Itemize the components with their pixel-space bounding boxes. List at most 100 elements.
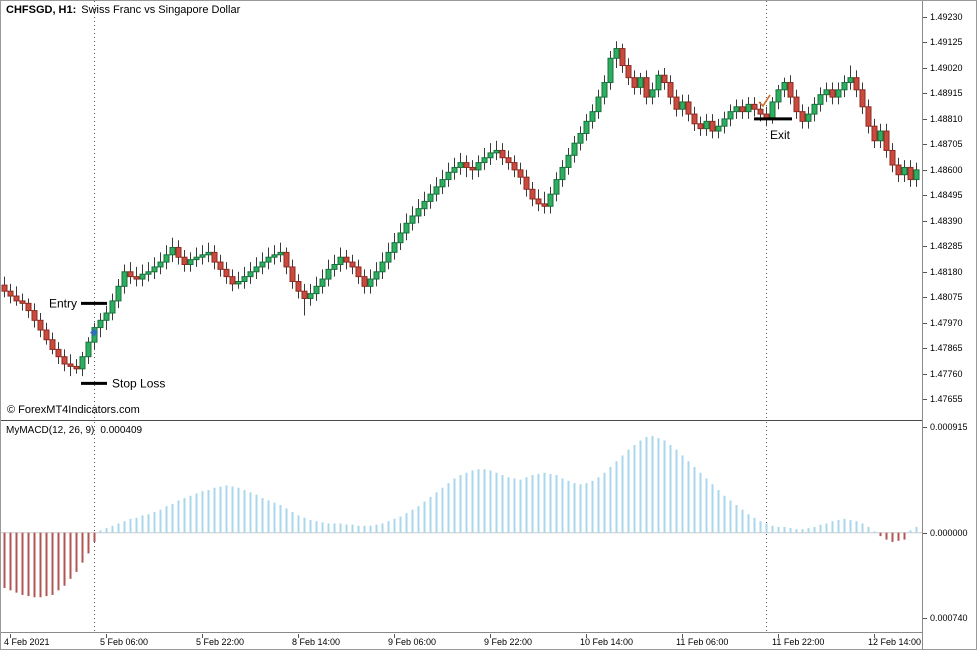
time-axis-label: 10 Feb 14:00 bbox=[580, 637, 634, 647]
price-tick-label: 1.48495 bbox=[930, 190, 963, 201]
price-tick-mark bbox=[923, 118, 927, 120]
candle-body bbox=[421, 200, 428, 210]
candle-body bbox=[391, 242, 398, 253]
macd-tick-label: 0.000915 bbox=[930, 422, 968, 433]
candle-body bbox=[895, 164, 902, 176]
candlestick-chart[interactable]: Entry Stop Loss Exit bbox=[1, 1, 922, 421]
candle-body bbox=[397, 232, 404, 244]
candle-body bbox=[187, 259, 194, 266]
candle-body bbox=[901, 166, 908, 176]
candle-body bbox=[121, 271, 128, 287]
candle-body bbox=[691, 113, 698, 125]
candle-body bbox=[589, 111, 596, 122]
candle-body bbox=[505, 157, 512, 164]
candle-body bbox=[871, 125, 878, 142]
candle-body bbox=[169, 247, 176, 256]
candle-body bbox=[907, 166, 914, 181]
candle-body bbox=[7, 290, 14, 297]
price-tick-mark bbox=[923, 271, 927, 273]
candle-body bbox=[667, 82, 674, 98]
candle-body bbox=[625, 65, 632, 79]
macd-tick-mark bbox=[923, 618, 927, 619]
price-scale[interactable]: 1.49230 1.49125 1.49020 1.48915 1.48810 1.487… bbox=[923, 1, 976, 422]
candle-body bbox=[637, 77, 644, 88]
price-tick-label: 1.48180 bbox=[930, 266, 963, 277]
candle-body bbox=[679, 101, 686, 110]
price-tick-label: 1.48390 bbox=[930, 215, 963, 226]
candle-body bbox=[247, 271, 254, 278]
candle-body bbox=[751, 103, 758, 110]
price-tick-label: 1.47760 bbox=[930, 368, 963, 379]
time-axis-label: 11 Feb 06:00 bbox=[676, 637, 729, 647]
candle-body bbox=[385, 251, 392, 263]
candle-body bbox=[85, 341, 92, 358]
price-tick-mark bbox=[923, 399, 927, 401]
candle-body bbox=[157, 261, 164, 268]
price-tick-mark bbox=[923, 297, 927, 299]
candle-body bbox=[439, 179, 446, 188]
candle-body bbox=[769, 101, 776, 120]
candle-body bbox=[79, 356, 86, 370]
price-tick-mark bbox=[923, 348, 927, 350]
candle-body bbox=[511, 162, 518, 171]
price-tick-mark bbox=[923, 169, 927, 171]
price-tick-label: 1.47970 bbox=[930, 317, 963, 328]
candle-body bbox=[853, 77, 860, 91]
price-tick-label: 1.49230 bbox=[930, 12, 963, 22]
time-axis-label: 5 Feb 06:00 bbox=[100, 637, 149, 647]
candle-body bbox=[733, 106, 740, 113]
time-tick-mark bbox=[490, 634, 491, 638]
time-axis-label: 4 Feb 2021 bbox=[4, 637, 50, 647]
buy-arrow-icon[interactable] bbox=[90, 328, 98, 337]
candle-body bbox=[403, 222, 410, 234]
candle-body bbox=[619, 48, 626, 67]
candle-body bbox=[913, 169, 920, 181]
candle-body bbox=[655, 74, 662, 91]
time-axis[interactable]: 4 Feb 2021 5 Feb 06:00 5 Feb 22:00 8 Feb 14… bbox=[1, 634, 922, 649]
scale-column: 1.49230 1.49125 1.49020 1.48915 1.48810 1.487… bbox=[922, 1, 976, 649]
candle-body bbox=[295, 280, 302, 292]
macd-histogram-chart[interactable] bbox=[1, 422, 922, 633]
price-tick-mark bbox=[923, 144, 927, 146]
candle-body bbox=[265, 256, 272, 263]
candle-body bbox=[337, 256, 344, 266]
candle-body bbox=[367, 278, 374, 287]
candle-body bbox=[841, 82, 848, 91]
candle-body bbox=[415, 208, 422, 217]
macd-indicator-panel[interactable]: MyMACD(12, 26, 9) 0.000409 bbox=[1, 422, 922, 633]
candle-body bbox=[223, 268, 230, 278]
candle-body bbox=[457, 162, 464, 168]
candle-body bbox=[487, 152, 494, 159]
candle-body bbox=[799, 111, 806, 122]
candle-body bbox=[49, 339, 56, 350]
candle-body bbox=[199, 254, 206, 258]
candle-body bbox=[55, 348, 62, 358]
time-tick-mark bbox=[394, 634, 395, 638]
candle-body bbox=[319, 278, 326, 287]
candle-body bbox=[193, 256, 200, 261]
price-tick-mark bbox=[923, 93, 927, 95]
candle-body bbox=[271, 254, 278, 258]
candle-body bbox=[61, 356, 68, 365]
indicator-value: 0.000409 bbox=[100, 425, 143, 436]
exit-check-icon[interactable] bbox=[758, 94, 771, 108]
candle-body bbox=[673, 96, 680, 110]
candle-body bbox=[541, 203, 548, 207]
candle-body bbox=[547, 193, 554, 207]
candle-body bbox=[577, 132, 584, 144]
watermark-text: © ForexMT4Indicators.com bbox=[7, 404, 140, 416]
price-tick-label: 1.48075 bbox=[930, 292, 963, 303]
price-panel[interactable]: Entry Stop Loss Exit CHFSGD, H1: Swiss Fr… bbox=[1, 1, 922, 421]
candle-body bbox=[25, 302, 32, 312]
candle-body bbox=[145, 271, 152, 275]
candle-body bbox=[259, 261, 266, 268]
candle-body bbox=[253, 266, 260, 273]
candle-body bbox=[175, 247, 182, 258]
candle-body bbox=[37, 319, 44, 331]
time-tick-mark bbox=[202, 634, 203, 638]
candle-body bbox=[703, 120, 710, 130]
macd-scale[interactable]: 0.000915 0.000000 0.000740 bbox=[923, 422, 976, 634]
candle-body bbox=[181, 256, 188, 266]
candle-body bbox=[427, 193, 434, 202]
candle-body bbox=[553, 179, 560, 195]
